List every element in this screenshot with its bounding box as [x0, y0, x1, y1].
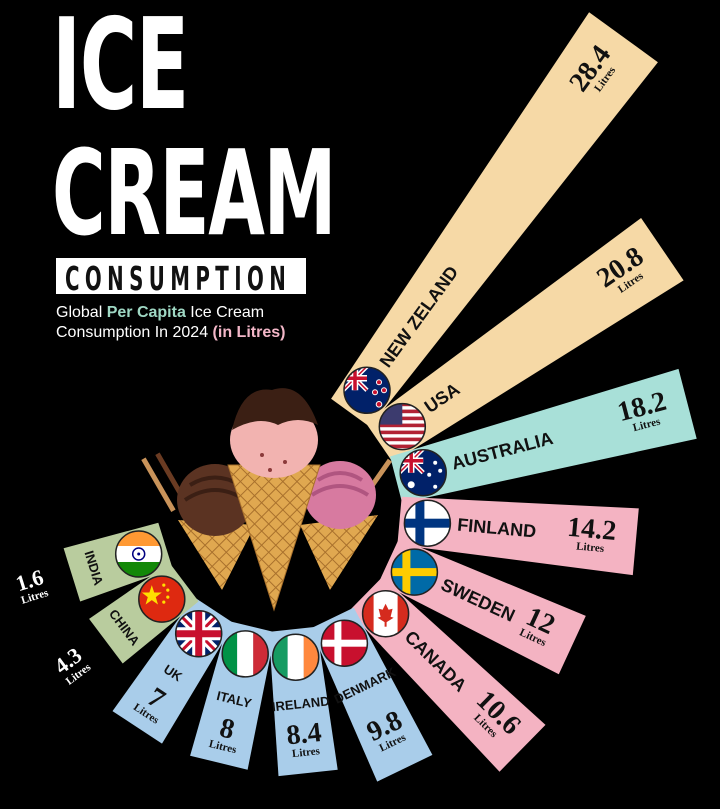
bar-mark [365, 218, 684, 463]
uk-flag-icon [174, 609, 223, 658]
sweden-flag-icon [390, 548, 439, 596]
bar-label: IRELAND [271, 693, 330, 714]
ice-cream-illustration [141, 388, 392, 612]
value-number: 8.4 [285, 717, 323, 752]
india-flag-icon [114, 530, 163, 578]
subtitle: Global Per Capita Ice Cream Consumption … [56, 303, 326, 343]
value-unit: Litres [291, 745, 321, 760]
denmark-flag-icon [320, 619, 369, 667]
china-flag-icon [138, 575, 186, 623]
new-zealand-flag-icon [343, 366, 391, 415]
subtitle-text: Ice Cream Consumption In 2024 [56, 304, 265, 341]
subtitle-highlight: Per Capita [106, 304, 186, 321]
italy-flag-icon [221, 630, 269, 678]
value-unit: Litres [576, 541, 606, 555]
canada-flag-icon [361, 589, 410, 638]
value-number: 14.2 [566, 512, 618, 547]
bar-mark [397, 496, 639, 576]
bar-mark [331, 12, 658, 427]
finland-flag-icon [403, 499, 452, 547]
ireland-flag-icon [271, 633, 320, 681]
title-ice: ICE [52, 0, 189, 138]
bar-mark [390, 368, 697, 503]
subtitle-unit: (in Litres) [212, 324, 286, 341]
title-cream: CREAM [52, 124, 336, 262]
title-consumption-box: CONSUMPTION [56, 258, 306, 294]
australia-flag-icon [399, 448, 447, 497]
subtitle-text: Global [56, 304, 107, 321]
title-consumption: CONSUMPTION [65, 259, 292, 294]
